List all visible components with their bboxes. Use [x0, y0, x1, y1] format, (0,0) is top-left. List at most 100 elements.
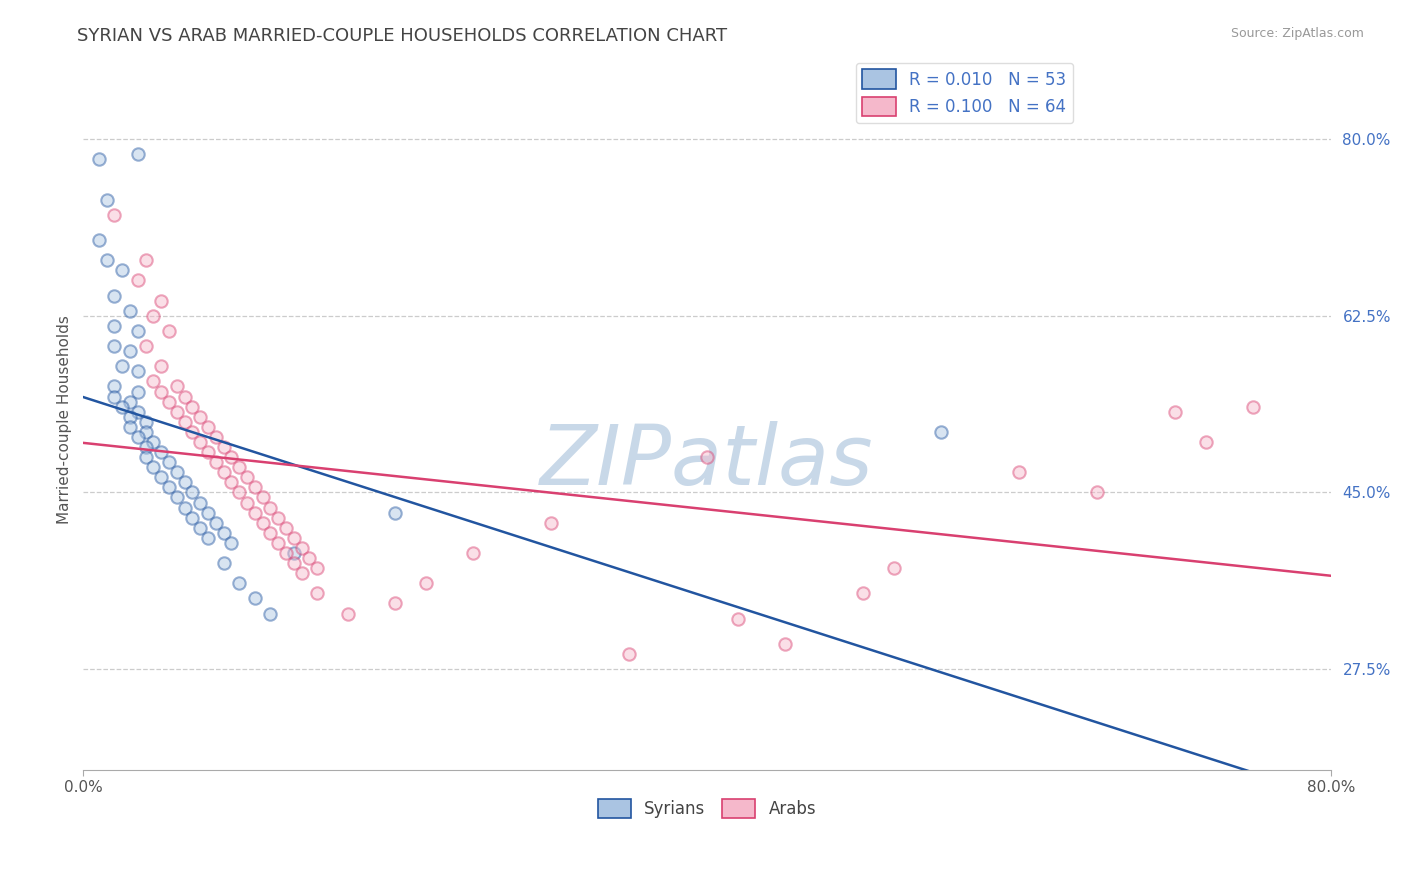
- Point: [96, 253, 118, 268]
- Point: [120, 344, 142, 359]
- Point: [166, 379, 188, 393]
- Point: [384, 506, 406, 520]
- Point: [212, 465, 235, 479]
- Point: [135, 440, 157, 454]
- Point: [173, 500, 195, 515]
- Point: [267, 510, 290, 524]
- Point: [617, 647, 640, 661]
- Point: [150, 470, 173, 484]
- Point: [228, 460, 250, 475]
- Point: [212, 525, 235, 540]
- Point: [120, 394, 142, 409]
- Point: [173, 390, 195, 404]
- Point: [181, 400, 204, 414]
- Point: [87, 233, 110, 247]
- Point: [228, 485, 250, 500]
- Point: [103, 379, 125, 393]
- Point: [727, 611, 749, 625]
- Point: [142, 460, 165, 475]
- Point: [773, 637, 796, 651]
- Point: [96, 193, 118, 207]
- Point: [173, 475, 195, 490]
- Point: [127, 147, 149, 161]
- Point: [274, 521, 297, 535]
- Point: [120, 420, 142, 434]
- Point: [103, 339, 125, 353]
- Point: [290, 566, 312, 581]
- Point: [415, 576, 437, 591]
- Point: [188, 521, 211, 535]
- Point: [243, 591, 266, 606]
- Point: [1195, 434, 1218, 449]
- Point: [111, 263, 134, 277]
- Point: [1008, 465, 1031, 479]
- Point: [188, 495, 211, 509]
- Point: [197, 531, 219, 545]
- Point: [221, 450, 243, 464]
- Point: [243, 506, 266, 520]
- Point: [188, 409, 211, 424]
- Point: [298, 551, 321, 566]
- Point: [150, 384, 173, 399]
- Point: [135, 253, 157, 268]
- Point: [142, 434, 165, 449]
- Point: [157, 480, 180, 494]
- Point: [127, 430, 149, 444]
- Point: [150, 359, 173, 374]
- Point: [135, 425, 157, 439]
- Point: [883, 561, 905, 575]
- Point: [337, 607, 360, 621]
- Point: [252, 516, 274, 530]
- Point: [540, 516, 562, 530]
- Point: [142, 309, 165, 323]
- Point: [197, 420, 219, 434]
- Point: [157, 394, 180, 409]
- Point: [197, 445, 219, 459]
- Point: [135, 450, 157, 464]
- Point: [290, 541, 312, 555]
- Point: [252, 491, 274, 505]
- Text: SYRIAN VS ARAB MARRIED-COUPLE HOUSEHOLDS CORRELATION CHART: SYRIAN VS ARAB MARRIED-COUPLE HOUSEHOLDS…: [77, 27, 727, 45]
- Point: [127, 324, 149, 338]
- Point: [283, 556, 305, 570]
- Legend: Syrians, Arabs: Syrians, Arabs: [591, 792, 823, 825]
- Point: [87, 153, 110, 167]
- Point: [696, 450, 718, 464]
- Point: [103, 318, 125, 333]
- Point: [1085, 485, 1108, 500]
- Point: [111, 359, 134, 374]
- Point: [157, 324, 180, 338]
- Point: [205, 455, 228, 469]
- Point: [384, 597, 406, 611]
- Point: [228, 576, 250, 591]
- Point: [188, 434, 211, 449]
- Text: Source: ZipAtlas.com: Source: ZipAtlas.com: [1230, 27, 1364, 40]
- Point: [221, 475, 243, 490]
- Point: [307, 586, 329, 600]
- Point: [127, 364, 149, 378]
- Point: [127, 384, 149, 399]
- Point: [103, 390, 125, 404]
- Point: [197, 506, 219, 520]
- Point: [127, 405, 149, 419]
- Point: [461, 546, 484, 560]
- Point: [181, 485, 204, 500]
- Point: [181, 425, 204, 439]
- Point: [259, 500, 281, 515]
- Point: [852, 586, 875, 600]
- Point: [157, 455, 180, 469]
- Point: [1241, 400, 1264, 414]
- Point: [205, 516, 228, 530]
- Point: [127, 273, 149, 287]
- Point: [212, 556, 235, 570]
- Y-axis label: Married-couple Households: Married-couple Households: [58, 315, 72, 524]
- Point: [181, 510, 204, 524]
- Point: [142, 375, 165, 389]
- Point: [173, 415, 195, 429]
- Point: [274, 546, 297, 560]
- Point: [150, 445, 173, 459]
- Point: [103, 288, 125, 302]
- Point: [307, 561, 329, 575]
- Point: [111, 400, 134, 414]
- Point: [120, 303, 142, 318]
